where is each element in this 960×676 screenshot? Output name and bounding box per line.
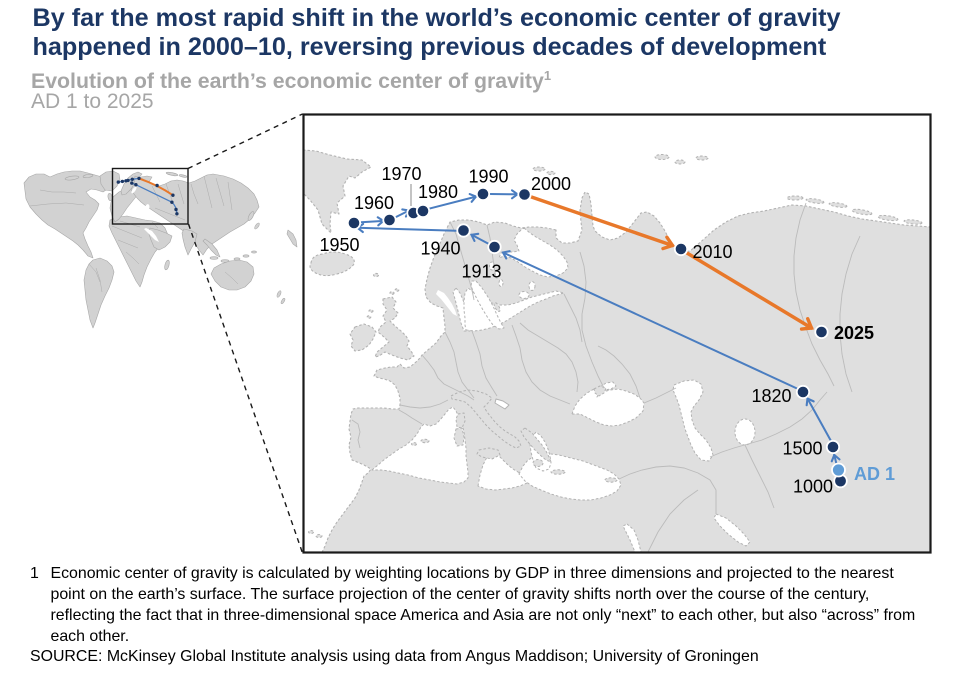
svg-text:1500: 1500 [783, 439, 823, 459]
svg-text:1950: 1950 [320, 235, 360, 255]
svg-text:1960: 1960 [354, 193, 394, 213]
svg-text:2000: 2000 [531, 174, 571, 194]
svg-text:AD 1: AD 1 [854, 464, 895, 484]
svg-text:1820: 1820 [752, 386, 792, 406]
svg-text:1980: 1980 [418, 182, 458, 202]
svg-text:1913: 1913 [462, 262, 502, 282]
svg-text:1940: 1940 [421, 239, 461, 259]
svg-text:1990: 1990 [469, 167, 509, 187]
svg-text:1970: 1970 [382, 164, 422, 184]
svg-text:2025: 2025 [834, 323, 874, 343]
svg-text:2010: 2010 [693, 242, 733, 262]
svg-text:1000: 1000 [793, 477, 833, 497]
